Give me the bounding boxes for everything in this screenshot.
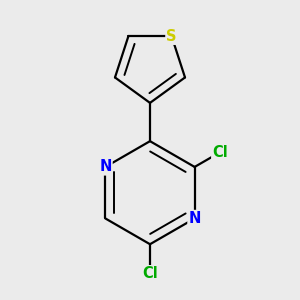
Text: N: N [99,159,112,174]
Text: S: S [167,29,177,44]
Text: Cl: Cl [212,145,228,160]
Text: N: N [188,211,201,226]
Text: Cl: Cl [142,266,158,281]
